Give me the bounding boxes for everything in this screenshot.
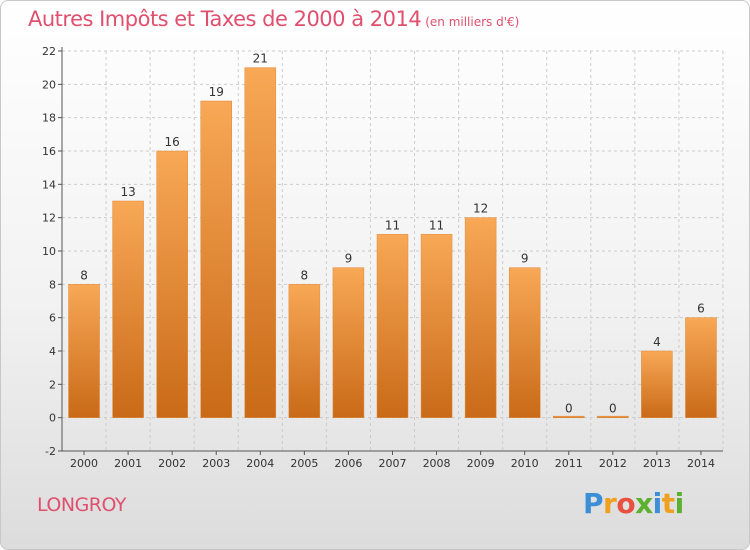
x-tick-label: 2014 (687, 457, 715, 470)
y-tick-labels: -2 0 2 4 6 8 10 12 14 16 18 20 22 (42, 45, 56, 458)
bar-2003 (200, 100, 232, 418)
x-tick-label: 2002 (158, 457, 186, 470)
value-label-2012: 0 (609, 402, 617, 416)
title-text: Autres Impôts et Taxes de 2000 à 2014 (28, 7, 422, 31)
x-tick-label: 2000 (70, 457, 98, 470)
value-label-2004: 21 (253, 52, 268, 66)
bar-2007 (376, 234, 409, 418)
value-labels: 8 13 16 19 21 8 9 11 11 12 9 0 0 4 6 (80, 52, 705, 416)
bar-2005 (288, 284, 321, 418)
value-label-2006: 9 (345, 252, 353, 266)
value-label-2002: 16 (165, 135, 180, 149)
bar-2002 (156, 150, 188, 418)
y-tick-label: 6 (49, 312, 56, 325)
axes (58, 47, 723, 455)
y-tick-label: 12 (42, 212, 56, 225)
chart-title: Autres Impôts et Taxes de 2000 à 2014 (en… (28, 7, 519, 31)
value-label-2001: 13 (120, 185, 135, 199)
x-tick-label: 2003 (202, 457, 230, 470)
value-label-2008: 11 (429, 218, 444, 232)
x-tick-label: 2012 (599, 457, 627, 470)
y-tick-label: 10 (42, 245, 56, 258)
x-tick-label: 2008 (423, 457, 451, 470)
y-tick-label: 8 (49, 278, 56, 291)
bar-2012 (597, 415, 629, 418)
logo-letter: i (652, 487, 663, 520)
bar-2000 (68, 284, 100, 418)
x-tick-label: 2005 (290, 457, 318, 470)
logo-letter: t (661, 487, 675, 520)
y-tick-label: -2 (45, 445, 56, 458)
bar-2008 (420, 234, 453, 418)
logo-letter: r (603, 487, 617, 520)
bar-2001 (112, 200, 144, 418)
value-label-2014: 6 (697, 302, 705, 316)
city-name: LONGROY (37, 494, 127, 516)
y-tick-label: 22 (42, 45, 56, 58)
logo-letter: i (674, 487, 685, 520)
y-tick-label: 18 (42, 112, 56, 125)
y-tick-label: 0 (49, 412, 56, 425)
x-tick-label: 2013 (643, 457, 671, 470)
x-tick-label: 2004 (246, 457, 274, 470)
bar-2010 (508, 267, 541, 418)
bar-2004 (244, 67, 277, 418)
value-label-2007: 11 (385, 218, 400, 232)
value-label-2011: 0 (565, 402, 573, 416)
y-tick-label: 16 (42, 145, 56, 158)
logo-letter: P (583, 487, 604, 520)
x-tick-label: 2011 (555, 457, 583, 470)
value-label-2009: 12 (473, 202, 488, 216)
bar-2013 (641, 350, 673, 418)
bar-2009 (464, 217, 497, 418)
value-label-2013: 4 (653, 335, 661, 349)
y-tick-label: 2 (49, 378, 56, 391)
x-tick-label: 2006 (334, 457, 362, 470)
value-label-2010: 9 (521, 252, 529, 266)
x-tick-label: 2001 (114, 457, 142, 470)
logo-letter: o (616, 487, 636, 520)
value-label-2005: 8 (301, 268, 309, 282)
bar-2014 (685, 317, 717, 418)
title-unit: (en milliers d'€) (425, 15, 520, 29)
y-tick-label: 4 (49, 345, 56, 358)
y-tick-label: 14 (42, 178, 56, 191)
x-tick-labels: 2000 2001 2002 2003 2004 2005 2006 2007 2008 2009… (70, 457, 715, 470)
bars (68, 67, 717, 418)
proxiti-logo[interactable]: Proxiti (583, 487, 684, 520)
value-label-2003: 19 (209, 85, 224, 99)
logo-letter: x (635, 487, 653, 520)
x-tick-label: 2009 (467, 457, 495, 470)
value-label-2000: 8 (80, 268, 88, 282)
x-tick-label: 2007 (379, 457, 407, 470)
y-tick-label: 20 (42, 78, 56, 91)
bar-2006 (332, 267, 365, 418)
bar-2011 (553, 415, 585, 418)
x-tick-label: 2010 (511, 457, 539, 470)
